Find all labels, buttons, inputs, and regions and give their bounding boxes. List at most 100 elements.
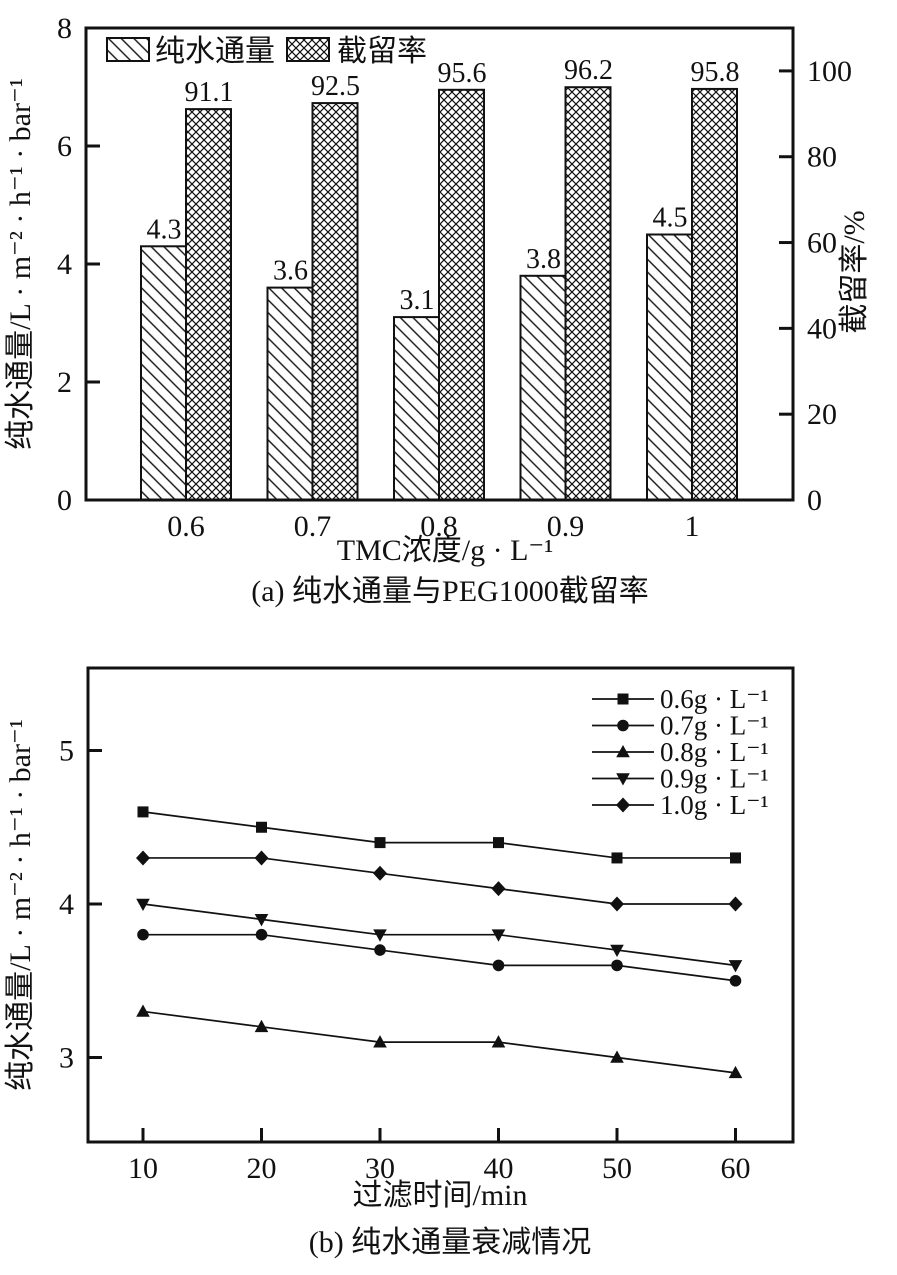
chart-b-y-axis-title: 纯水通量/L · m⁻² · h⁻¹ · bar⁻¹	[4, 719, 37, 1091]
data-point-square	[374, 837, 386, 849]
rejection-value-label: 95.8	[691, 57, 740, 88]
rejection-bar-0.6	[185, 108, 232, 502]
rejection-value-label: 96.2	[564, 55, 613, 86]
right-axis-tick-label: 20	[807, 398, 837, 431]
series-line-triangle-up	[142, 1010, 736, 1074]
flux-value-label: 4.3	[147, 214, 182, 245]
legend-marker-diamond	[616, 797, 630, 813]
right-axis-tick-label: 100	[807, 55, 852, 88]
right-axis-tick-label: 40	[807, 312, 837, 345]
series-line-diamond	[143, 857, 736, 905]
data-point-diamond	[610, 896, 624, 912]
data-point-triangle-down	[491, 929, 506, 942]
legend-marker-triangle-down	[616, 773, 630, 786]
rejection-bar-0.8	[438, 88, 485, 501]
data-point-triangle-up	[254, 1019, 269, 1033]
chart-a-x-tick-label: 1	[685, 510, 700, 543]
data-point-triangle-down	[728, 960, 743, 973]
flux-bar-0.7	[266, 286, 314, 501]
left-axis-tick-label: 2	[57, 366, 72, 399]
legend-label: 1.0g · L⁻¹	[660, 790, 769, 820]
chart-b-line-chart: 10 20 30 40 50 60 3 4 5 0.6g · L⁻¹0.7g · L⁻¹0.8g …	[4, 666, 795, 1259]
chart-b-x-tick-label: 30	[365, 1152, 395, 1185]
flux-bar-0.8	[393, 316, 440, 501]
flux-value-label: 3.8	[526, 244, 561, 275]
data-point-square	[611, 852, 623, 864]
legend-marker-triangle-up	[616, 745, 630, 758]
series-line-square	[142, 811, 736, 859]
chart-a-x-tick-label: 0.8	[420, 510, 458, 543]
flux-bar-1	[646, 233, 693, 501]
data-point-triangle-up	[610, 1050, 624, 1063]
chart-b-x-tick-label: 60	[721, 1152, 751, 1185]
chart-b-y-tick-label: 4	[59, 888, 74, 921]
legend-label: 0.7g · L⁻¹	[660, 711, 769, 741]
legend-label: 0.8g · L⁻¹	[660, 737, 769, 767]
data-point-circle	[137, 928, 149, 941]
data-point-triangle-up	[373, 1035, 387, 1048]
flux-value-label: 3.1	[400, 285, 435, 316]
legend-label: 0.6g · L⁻¹	[660, 684, 769, 714]
chart-a-caption: (a) 纯水通量与PEG1000截留率	[251, 575, 648, 608]
data-point-diamond	[373, 865, 387, 881]
left-axis-tick-label: 4	[57, 248, 72, 281]
chart-a-x-tick-label: 0.9	[547, 510, 585, 543]
data-point-diamond	[491, 881, 506, 897]
data-point-triangle-down	[610, 944, 624, 958]
legend-swatch-flux	[106, 37, 150, 62]
rejection-bar-0.9	[564, 86, 612, 502]
right-axis-tick-label: 0	[807, 484, 822, 517]
flux-value-label: 3.6	[273, 256, 308, 287]
chart-b-x-tick-label: 50	[602, 1152, 632, 1185]
chart-b-y-tick-label: 5	[59, 735, 74, 768]
data-point-diamond	[136, 850, 150, 866]
flux-bar-0.6	[140, 245, 187, 501]
rejection-bar-0.7	[311, 102, 359, 501]
chart-b-caption: (b) 纯水通量衰减情况	[309, 1226, 591, 1259]
left-axis-tick-label: 8	[57, 12, 72, 45]
data-point-circle	[492, 959, 505, 972]
chart-a-bar-chart: 4.3 91.1 0.6 3.6 92.5 0.7 3.1 95.6 0.8 3.8 96.2 0.9…	[4, 12, 871, 608]
series-line-triangle-down	[142, 903, 736, 967]
legend-marker-square	[617, 693, 629, 705]
rejection-value-label: 92.5	[311, 71, 360, 102]
rejection-value-label: 91.1	[185, 77, 234, 108]
data-point-diamond	[254, 850, 269, 866]
data-point-square	[730, 852, 741, 864]
left-axis-tick-label: 6	[57, 130, 72, 163]
legend-swatch-rejection	[286, 37, 330, 62]
chart-a-x-tick-label: 0.7	[294, 510, 332, 543]
data-point-triangle-down	[136, 898, 150, 911]
legend-label: 0.9g · L⁻¹	[660, 764, 769, 794]
chart-a-x-tick-label: 0.6	[167, 510, 205, 543]
chart-b-x-tick-label: 20	[247, 1152, 277, 1185]
chart-a-right-y-axis-title: 截留率/%	[838, 210, 871, 333]
chart-a-x-axis-title: TMC浓度/g · L⁻¹	[337, 534, 554, 567]
data-point-circle	[255, 928, 268, 941]
chart-b-plot-frame	[86, 666, 795, 1144]
data-point-square	[137, 806, 149, 818]
data-point-triangle-up	[136, 1004, 150, 1017]
data-point-triangle-up	[728, 1065, 743, 1079]
data-point-circle	[729, 974, 742, 987]
rejection-value-label: 95.6	[438, 58, 487, 89]
data-point-diamond	[728, 896, 743, 912]
right-axis-tick-label: 80	[807, 141, 837, 174]
data-point-circle	[611, 959, 623, 972]
flux-value-label: 4.5	[653, 203, 688, 234]
chart-b-y-tick-label: 3	[59, 1042, 74, 1075]
chart-b-x-axis-title: 过滤时间/min	[352, 1179, 527, 1212]
legend-label-flux: 纯水通量	[155, 35, 275, 68]
chart-b-x-tick-label: 40	[484, 1152, 514, 1185]
rejection-bar-1	[691, 87, 738, 501]
data-point-square	[493, 837, 504, 849]
data-point-triangle-down	[373, 929, 387, 942]
legend-marker-circle	[617, 719, 629, 732]
legend-label-rejection: 截留率	[337, 35, 427, 68]
flux-bar-0.9	[519, 274, 567, 501]
right-axis-tick-label: 60	[807, 227, 837, 260]
data-point-square	[256, 821, 267, 833]
chart-b-x-tick-label: 10	[128, 1152, 158, 1185]
data-point-triangle-down	[254, 914, 269, 927]
